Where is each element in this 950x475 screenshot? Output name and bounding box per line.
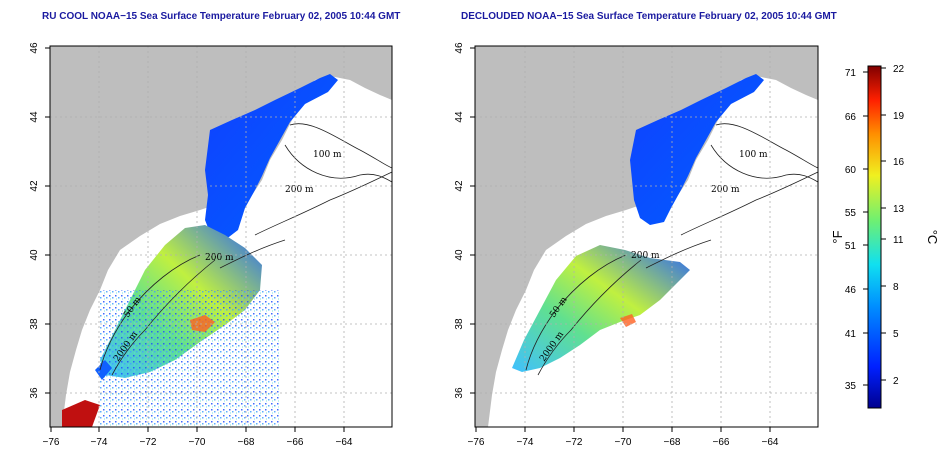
right-y-tick: 46 (454, 42, 465, 54)
colorbar-c-tick: 5 (893, 329, 899, 340)
left-map: 100 m 200 m 200 m 50 m 2000 m −76 −74 −7… (29, 42, 393, 448)
left-map-title: RU COOL NOAA−15 Sea Surface Temperature … (42, 11, 401, 22)
right-contour-label-200m-south: 200 m (631, 251, 660, 261)
left-map-grid (50, 46, 392, 427)
colorbar-c-tick: 11 (893, 235, 904, 246)
left-y-tick: 38 (29, 318, 40, 330)
left-contour-label-100m: 100 m (313, 150, 342, 160)
colorbar-f-tick: 55 (845, 208, 857, 219)
left-x-tick: −76 (43, 437, 60, 448)
colorbar-f-tick: 71 (845, 68, 857, 79)
right-map-frame (474, 45, 819, 428)
left-y-tick: 42 (29, 180, 40, 192)
left-map-speckle-field (100, 290, 280, 427)
colorbar-unit-fahrenheit: °F (830, 230, 845, 243)
colorbar-c-tick: 16 (893, 157, 905, 168)
left-contour-label-200m-north: 200 m (285, 185, 314, 195)
right-x-tick: −76 (468, 437, 485, 448)
right-x-tick: −64 (762, 437, 779, 448)
right-contour-label-200m-north: 200 m (711, 185, 740, 195)
right-x-tick: −66 (713, 437, 730, 448)
left-x-tick: −66 (287, 437, 304, 448)
left-x-tick: −64 (336, 437, 353, 448)
colorbar-c-tick: 13 (893, 204, 905, 215)
right-contour-label-100m: 100 m (739, 150, 768, 160)
colorbar-c-tick: 19 (893, 111, 905, 122)
colorbar-f-tick: 66 (845, 112, 857, 123)
left-map-coast-strip (95, 360, 112, 380)
left-x-tick: −74 (91, 437, 108, 448)
left-y-tick: 40 (29, 249, 40, 261)
right-map-sst-midatlantic (512, 245, 690, 372)
left-map-sst-north (205, 74, 338, 240)
colorbar-f-tick: 41 (845, 329, 857, 340)
colorbar-f-tick: 60 (845, 165, 857, 176)
right-map-title: DECLOUDED NOAA−15 Sea Surface Temperatur… (461, 11, 837, 22)
right-x-tick: −72 (566, 437, 583, 448)
right-map-sst-north (630, 74, 764, 225)
colorbar: 71 66 60 55 51 46 41 35 22 19 16 13 11 8… (830, 64, 940, 409)
colorbar-f-tick: 35 (845, 381, 857, 392)
left-x-tick: −72 (140, 437, 157, 448)
right-map-land (475, 46, 818, 427)
colorbar-c-tick: 2 (893, 376, 899, 387)
right-y-tick: 36 (454, 387, 465, 399)
right-y-tick: 44 (454, 111, 465, 123)
right-y-tick: 38 (454, 318, 465, 330)
right-y-tick: 40 (454, 249, 465, 261)
right-map-bathymetry (525, 123, 819, 376)
left-map-land (50, 46, 392, 427)
colorbar-c-tick: 22 (893, 64, 905, 75)
right-x-tick: −74 (517, 437, 534, 448)
colorbar-f-tick: 51 (845, 241, 857, 252)
colorbar-f-tick: 46 (845, 285, 857, 296)
left-x-tick: −68 (238, 437, 255, 448)
left-y-tick: 46 (29, 42, 40, 54)
left-y-tick: 36 (29, 387, 40, 399)
left-map-warm-core (190, 315, 215, 332)
colorbar-c-tick: 8 (893, 282, 899, 293)
right-x-tick: −70 (615, 437, 632, 448)
left-x-tick: −70 (189, 437, 206, 448)
left-map-gulfstream-corner (62, 400, 100, 427)
left-map-frame (49, 45, 393, 428)
colorbar-gradient (867, 65, 882, 409)
right-map-grid (475, 46, 818, 427)
left-map-bathymetry (99, 123, 393, 376)
left-y-tick: 44 (29, 111, 40, 123)
colorbar-unit-celsius: °C (925, 230, 940, 245)
right-y-tick: 42 (454, 180, 465, 192)
right-map: 100 m 200 m 200 m 50 m 2000 m −76 −74 −7… (454, 42, 819, 448)
left-contour-label-200m-south: 200 m (205, 253, 234, 263)
right-x-tick: −68 (664, 437, 681, 448)
